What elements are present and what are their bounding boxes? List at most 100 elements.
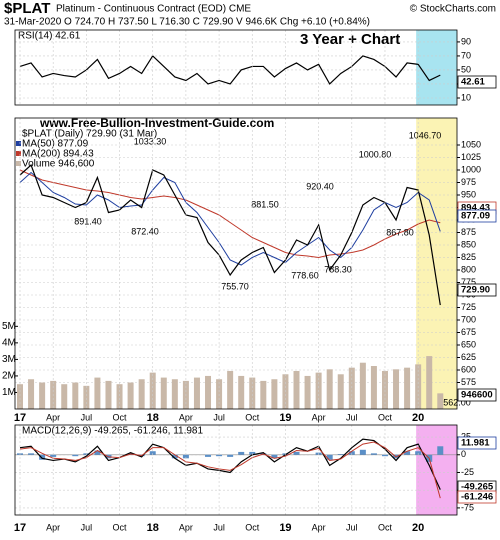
y-tick-label: -25 [461, 467, 474, 477]
bar [149, 451, 156, 455]
bar [326, 369, 333, 409]
bar [50, 454, 57, 457]
value-tag [457, 75, 497, 89]
x-tick-label: 20 [412, 522, 424, 534]
bar [271, 454, 278, 459]
bar [227, 454, 234, 457]
x-tick-label: Oct [113, 522, 128, 532]
bar [28, 379, 35, 409]
panel-title: MACD(12,26,9) -49.265, -61.246, 11.981 [22, 426, 203, 437]
series-line [19, 163, 441, 306]
y2-tick-label: 3M [2, 354, 16, 365]
y-tick-label: 600 [461, 364, 476, 374]
y2-tick-label: 4M [2, 338, 16, 349]
bar [293, 370, 300, 409]
y2-tick-label: 5M [2, 321, 16, 332]
panel-title: RSI(14) 42.61 [18, 31, 81, 42]
annotation: 867.80 [386, 227, 414, 237]
y-tick-label: 875 [461, 227, 476, 237]
y-tick-label: 650 [461, 339, 476, 349]
x-tick-label: Oct [113, 412, 128, 422]
value-tag [457, 283, 497, 297]
x-tick-label: Oct [245, 522, 260, 532]
bar [205, 454, 212, 457]
series-line [19, 169, 441, 259]
value-tag-label: 946600 [461, 390, 493, 401]
bar [370, 453, 377, 455]
series-line [19, 441, 441, 499]
bar [39, 382, 46, 409]
x-tick-label: 18 [147, 412, 159, 424]
x-tick-label: 17 [14, 522, 26, 534]
bar [182, 454, 189, 459]
panel-subtitle: www.Free-Bullion-Investment-Guide.com [39, 116, 274, 130]
legend-swatch [16, 151, 21, 156]
x-tick-label: 19 [279, 412, 291, 424]
y-tick-label: 1025 [461, 152, 481, 162]
bar [17, 384, 23, 409]
bar [337, 454, 344, 455]
bar [348, 367, 355, 409]
bar [370, 366, 377, 409]
y-tick-label: 975 [461, 177, 476, 187]
y-tick-label: 70 [461, 50, 471, 60]
y-tick-label: 0 [461, 449, 466, 459]
annotation: 1046.70 [409, 130, 442, 140]
annotation: 881.50 [251, 199, 279, 209]
y-tick-label: 700 [461, 314, 476, 324]
bar [393, 369, 400, 409]
annotation: 778.60 [291, 270, 319, 280]
series-line [19, 438, 441, 490]
annotation: 788.30 [324, 264, 352, 274]
value-tag-label: 894.43 [461, 203, 490, 214]
annotation: 755.70 [221, 281, 249, 291]
value-tag [457, 388, 497, 402]
x-tick-label: Jul [81, 522, 93, 532]
bar [348, 451, 355, 455]
bar [94, 377, 101, 409]
bar [28, 453, 35, 455]
y-tick-label: 25 [461, 431, 471, 441]
x-tick-label: 18 [147, 522, 159, 534]
x-tick-label: Jul [346, 412, 358, 422]
y-tick-label: 625 [461, 352, 476, 362]
y-tick-label: 1050 [461, 139, 481, 149]
x-tick-label: Apr [179, 412, 193, 422]
bar [437, 446, 444, 455]
bar [359, 362, 366, 409]
value-tag [457, 490, 497, 504]
highlight-band [416, 30, 457, 105]
series-line [19, 171, 441, 266]
y-tick-label: 725 [461, 302, 476, 312]
bar [293, 451, 300, 455]
bar [171, 454, 178, 459]
y-tick-label: 575 [461, 377, 476, 387]
bar [72, 454, 79, 457]
annotation: 920.40 [306, 181, 334, 191]
bar [381, 370, 388, 409]
y-tick-label: 800 [461, 264, 476, 274]
x-tick-label: Jul [81, 412, 93, 422]
value-tag [457, 209, 497, 223]
x-tick-label: Apr [46, 522, 60, 532]
x-tick-label: 20 [412, 412, 424, 424]
bar [404, 451, 411, 455]
bar [359, 449, 366, 455]
x-tick-label: Apr [46, 412, 60, 422]
bar [238, 375, 245, 409]
bar [326, 454, 333, 460]
quote: 31-Mar-2020 O 724.70 H 737.50 L 716.30 C… [4, 17, 370, 28]
x-tick-label: Jul [213, 412, 225, 422]
y-tick-label: -75 [461, 502, 474, 512]
x-tick-label: Apr [312, 412, 326, 422]
x-tick-label: Oct [378, 522, 393, 532]
bar [404, 367, 411, 409]
copyright: © StockCharts.com [410, 4, 496, 15]
panel-subtitle: 3 Year + Chart [300, 31, 400, 48]
legend-label: MA(200) 894.43 [22, 149, 94, 160]
bar [216, 454, 223, 457]
bar [337, 374, 344, 409]
y-tick-label: 10 [461, 92, 471, 102]
legend-swatch [16, 161, 21, 166]
